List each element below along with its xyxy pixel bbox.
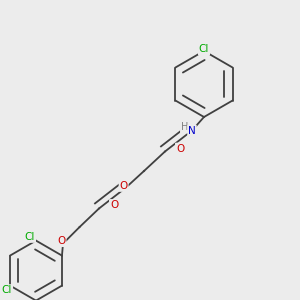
Text: Cl: Cl xyxy=(199,44,209,55)
Text: N: N xyxy=(188,125,196,136)
Text: O: O xyxy=(57,236,66,246)
Text: O: O xyxy=(110,200,118,210)
Text: H: H xyxy=(181,122,188,133)
Text: O: O xyxy=(119,181,128,191)
Text: Cl: Cl xyxy=(25,232,35,242)
Text: O: O xyxy=(176,143,184,154)
Text: Cl: Cl xyxy=(2,285,12,295)
